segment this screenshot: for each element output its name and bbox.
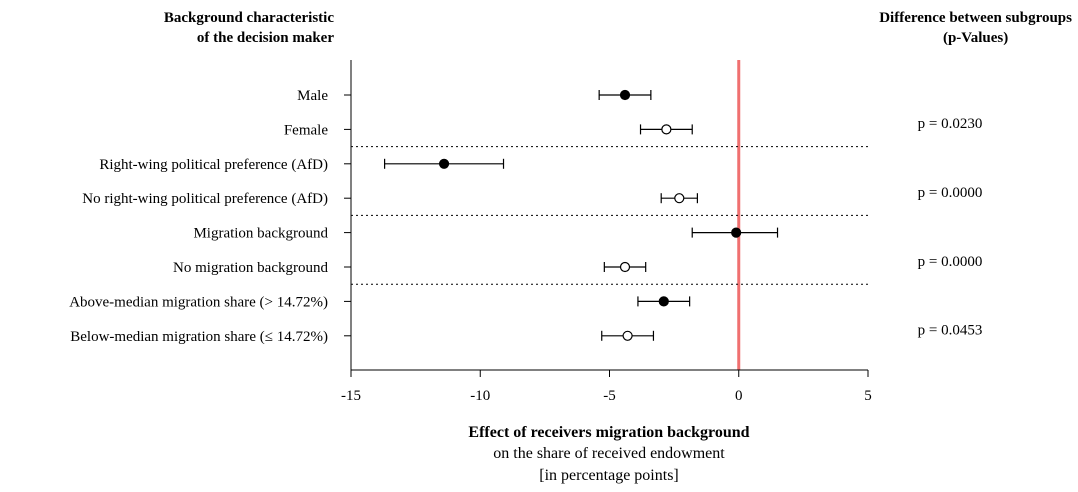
point-estimate	[674, 193, 685, 204]
coefficient-plot: -15 -10 -5 0 5 Male Female Right-wing political…	[69, 60, 983, 404]
point-estimate	[438, 158, 450, 169]
point-estimate	[619, 261, 631, 273]
p-value-label: p = 0.0453	[918, 323, 983, 339]
point-estimate	[619, 89, 631, 101]
point-estimate	[661, 124, 672, 135]
x-axis-title-line3: [in percentage points]	[539, 467, 679, 484]
x-tick-label: -15	[341, 388, 361, 404]
p-value-label: p = 0.0000	[918, 185, 983, 201]
row-label: Below-median migration share (≤ 14.72%)	[70, 329, 328, 345]
p-value-header-line2: (p-Values)	[942, 30, 1009, 46]
x-axis-title-line2: on the share of received endowment	[493, 445, 725, 462]
x-axis-title: Effect of receivers migration background	[468, 424, 750, 441]
point-estimate	[731, 227, 742, 238]
p-value-header-line1: Difference between subgroups	[879, 10, 1072, 26]
p-value-label: p = 0.0000	[918, 254, 983, 270]
row-label: Male	[297, 88, 328, 104]
y-axis-header-line1: Background characteristic	[163, 10, 334, 26]
p-value-header: Difference between subgroups (p-Values)	[879, 8, 1072, 48]
row-label: No migration background	[173, 260, 328, 276]
row-label: No right-wing political preference (AfD)	[82, 191, 328, 207]
row-label: Female	[284, 122, 328, 138]
point-estimate	[622, 330, 633, 341]
x-tick-label: 5	[864, 388, 872, 404]
row-label: Migration background	[193, 226, 328, 242]
x-tick-label: -10	[470, 388, 490, 404]
x-tick-label: -5	[603, 388, 616, 404]
point-estimate	[658, 296, 669, 307]
p-value-label: p = 0.0230	[918, 116, 983, 132]
y-axis-header-line2: of the decision maker	[196, 30, 334, 46]
y-axis-header: Background characteristic of the decisio…	[164, 8, 334, 48]
row-label: Right-wing political preference (AfD)	[99, 157, 328, 173]
row-label: Above-median migration share (> 14.72%)	[69, 294, 328, 310]
x-tick-label: 0	[735, 388, 743, 404]
